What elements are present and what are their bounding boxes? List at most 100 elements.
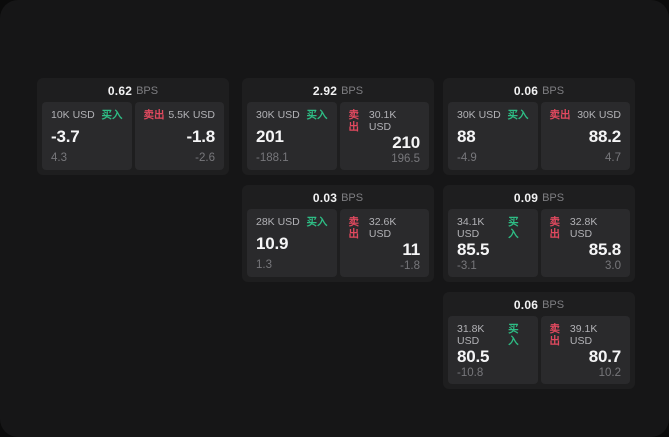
bps-value: 0.62 — [107, 84, 133, 98]
buy-notional: 10K USD — [51, 109, 95, 121]
quote-card: 0.62 BPS 10K USD 买入 -3.7 4.3 卖出 5.5K USD — [37, 78, 229, 175]
buy-pane-top: 34.1K USD 买入 — [457, 216, 529, 240]
bps-unit-label: BPS — [341, 85, 364, 97]
sell-side-label[interactable]: 卖出 — [549, 216, 561, 240]
sell-side-label[interactable]: 卖出 — [348, 109, 360, 133]
bps-value: 0.06 — [513, 298, 539, 312]
buy-notional: 28K USD — [256, 216, 300, 228]
sell-sub-value: -1.8 — [400, 260, 420, 272]
sell-pane-top: 卖出 32.8K USD — [550, 216, 622, 240]
buy-side-label[interactable]: 买入 — [101, 109, 123, 121]
quote-card-body: 30K USD 买入 201 -188.1 卖出 30.1K USD 210 1… — [242, 102, 434, 175]
quote-card-body: 10K USD 买入 -3.7 4.3 卖出 5.5K USD -1.8 -2.… — [37, 102, 229, 175]
buy-sub-value: 1.3 — [256, 259, 272, 271]
buy-pane-top: 31.8K USD 买入 — [457, 323, 529, 347]
buy-notional: 30K USD — [457, 109, 501, 121]
buy-sub-value: -188.1 — [256, 152, 289, 164]
sell-sub-value: -2.6 — [195, 152, 215, 164]
sell-pane-top: 卖出 39.1K USD — [550, 323, 622, 347]
sell-pane-top: 卖出 30K USD — [550, 109, 622, 121]
buy-sub-value: -10.8 — [457, 367, 484, 379]
sell-side-label[interactable]: 卖出 — [549, 323, 561, 347]
buy-sub-value: -4.9 — [457, 152, 477, 164]
buy-pane[interactable]: 28K USD 买入 10.9 1.3 — [247, 209, 337, 277]
bps-value: 0.03 — [312, 191, 338, 205]
buy-sub-value: -3.1 — [457, 260, 477, 272]
sell-price: 210 — [392, 133, 420, 152]
bps-unit-label: BPS — [341, 192, 364, 204]
sell-pane[interactable]: 卖出 30.1K USD 210 196.5 — [339, 102, 429, 170]
quote-card-body: 30K USD 买入 88 -4.9 卖出 30K USD 88.2 4.7 — [443, 102, 635, 175]
bps-value: 0.06 — [513, 84, 539, 98]
bps-value: 0.09 — [513, 191, 539, 205]
quote-card: 2.92 BPS 30K USD 买入 201 -188.1 卖出 30.1K … — [242, 78, 434, 175]
sell-side-label[interactable]: 卖出 — [348, 216, 360, 240]
buy-price: 201 — [256, 126, 284, 146]
buy-side-label[interactable]: 买入 — [306, 109, 328, 121]
buy-pane-top: 30K USD 买入 — [457, 109, 529, 121]
bps-header: 0.03 BPS — [242, 185, 434, 209]
sell-pane[interactable]: 卖出 30K USD 88.2 4.7 — [540, 102, 630, 170]
sell-price: 80.7 — [588, 347, 621, 366]
sell-notional: 30K USD — [577, 109, 621, 121]
bps-unit-label: BPS — [542, 85, 565, 97]
buy-price: 88 — [457, 126, 476, 146]
buy-pane-top: 30K USD 买入 — [256, 109, 328, 121]
buy-pane[interactable]: 30K USD 买入 201 -188.1 — [247, 102, 337, 170]
sell-pane-top: 卖出 32.6K USD — [349, 216, 421, 240]
buy-price: 10.9 — [256, 233, 289, 253]
bps-unit-label: BPS — [542, 299, 565, 311]
sell-pane[interactable]: 卖出 39.1K USD 80.7 10.2 — [540, 316, 630, 384]
buy-side-label[interactable]: 买入 — [306, 216, 328, 228]
sell-sub-value: 3.0 — [605, 260, 621, 272]
buy-pane-top: 28K USD 买入 — [256, 216, 328, 228]
sell-side-label[interactable]: 卖出 — [143, 109, 165, 121]
sell-side-label[interactable]: 卖出 — [549, 109, 571, 121]
sell-price: 11 — [402, 240, 420, 259]
buy-pane-top: 10K USD 买入 — [51, 109, 123, 121]
buy-pane[interactable]: 34.1K USD 买入 85.5 -3.1 — [448, 209, 538, 277]
sell-pane[interactable]: 卖出 32.6K USD 11 -1.8 — [339, 209, 429, 277]
bps-unit-label: BPS — [542, 192, 565, 204]
quote-card-body: 28K USD 买入 10.9 1.3 卖出 32.6K USD 11 -1.8 — [242, 209, 434, 282]
sell-pane[interactable]: 卖出 5.5K USD -1.8 -2.6 — [134, 102, 224, 170]
sell-notional: 32.6K USD — [368, 216, 397, 240]
buy-side-label[interactable]: 买入 — [507, 109, 529, 121]
bps-unit-label: BPS — [136, 85, 159, 97]
sell-price: 85.8 — [588, 240, 621, 259]
sell-price: -1.8 — [186, 126, 216, 146]
buy-pane[interactable]: 10K USD 买入 -3.7 4.3 — [42, 102, 132, 170]
sell-pane-top: 卖出 30.1K USD — [349, 109, 421, 133]
buy-price: -3.7 — [51, 126, 80, 146]
sell-pane[interactable]: 卖出 32.8K USD 85.8 3.0 — [540, 209, 630, 277]
bps-header: 0.06 BPS — [443, 78, 635, 102]
sell-notional: 32.8K USD — [569, 216, 598, 240]
buy-side-label[interactable]: 买入 — [508, 216, 519, 240]
quote-card-body: 31.8K USD 买入 80.5 -10.8 卖出 39.1K USD 80.… — [443, 316, 635, 389]
quote-card: 0.06 BPS 30K USD 买入 88 -4.9 卖出 30K USD — [443, 78, 635, 175]
bps-header: 2.92 BPS — [242, 78, 434, 102]
buy-sub-value: 4.3 — [51, 152, 67, 164]
bps-header: 0.62 BPS — [37, 78, 229, 102]
buy-notional: 34.1K USD — [457, 216, 485, 240]
sell-notional: 5.5K USD — [168, 109, 215, 121]
buy-pane[interactable]: 30K USD 买入 88 -4.9 — [448, 102, 538, 170]
sell-notional: 39.1K USD — [569, 323, 598, 347]
buy-notional: 31.8K USD — [457, 323, 485, 347]
buy-price: 85.5 — [457, 240, 490, 259]
buy-side-label[interactable]: 买入 — [508, 323, 519, 347]
bps-header: 0.09 BPS — [443, 185, 635, 209]
sell-sub-value: 196.5 — [391, 153, 420, 165]
quote-card-body: 34.1K USD 买入 85.5 -3.1 卖出 32.8K USD 85.8… — [443, 209, 635, 282]
buy-price: 80.5 — [457, 347, 490, 366]
sell-notional: 30.1K USD — [368, 109, 397, 133]
sell-sub-value: 10.2 — [598, 367, 621, 379]
quote-card: 0.06 BPS 31.8K USD 买入 80.5 -10.8 卖出 39.1… — [443, 292, 635, 389]
buy-pane[interactable]: 31.8K USD 买入 80.5 -10.8 — [448, 316, 538, 384]
quote-card: 0.09 BPS 34.1K USD 买入 85.5 -3.1 卖出 32.8K… — [443, 185, 635, 282]
sell-pane-top: 卖出 5.5K USD — [144, 109, 216, 121]
quote-card: 0.03 BPS 28K USD 买入 10.9 1.3 卖出 32.6K US… — [242, 185, 434, 282]
sell-sub-value: 4.7 — [605, 152, 621, 164]
